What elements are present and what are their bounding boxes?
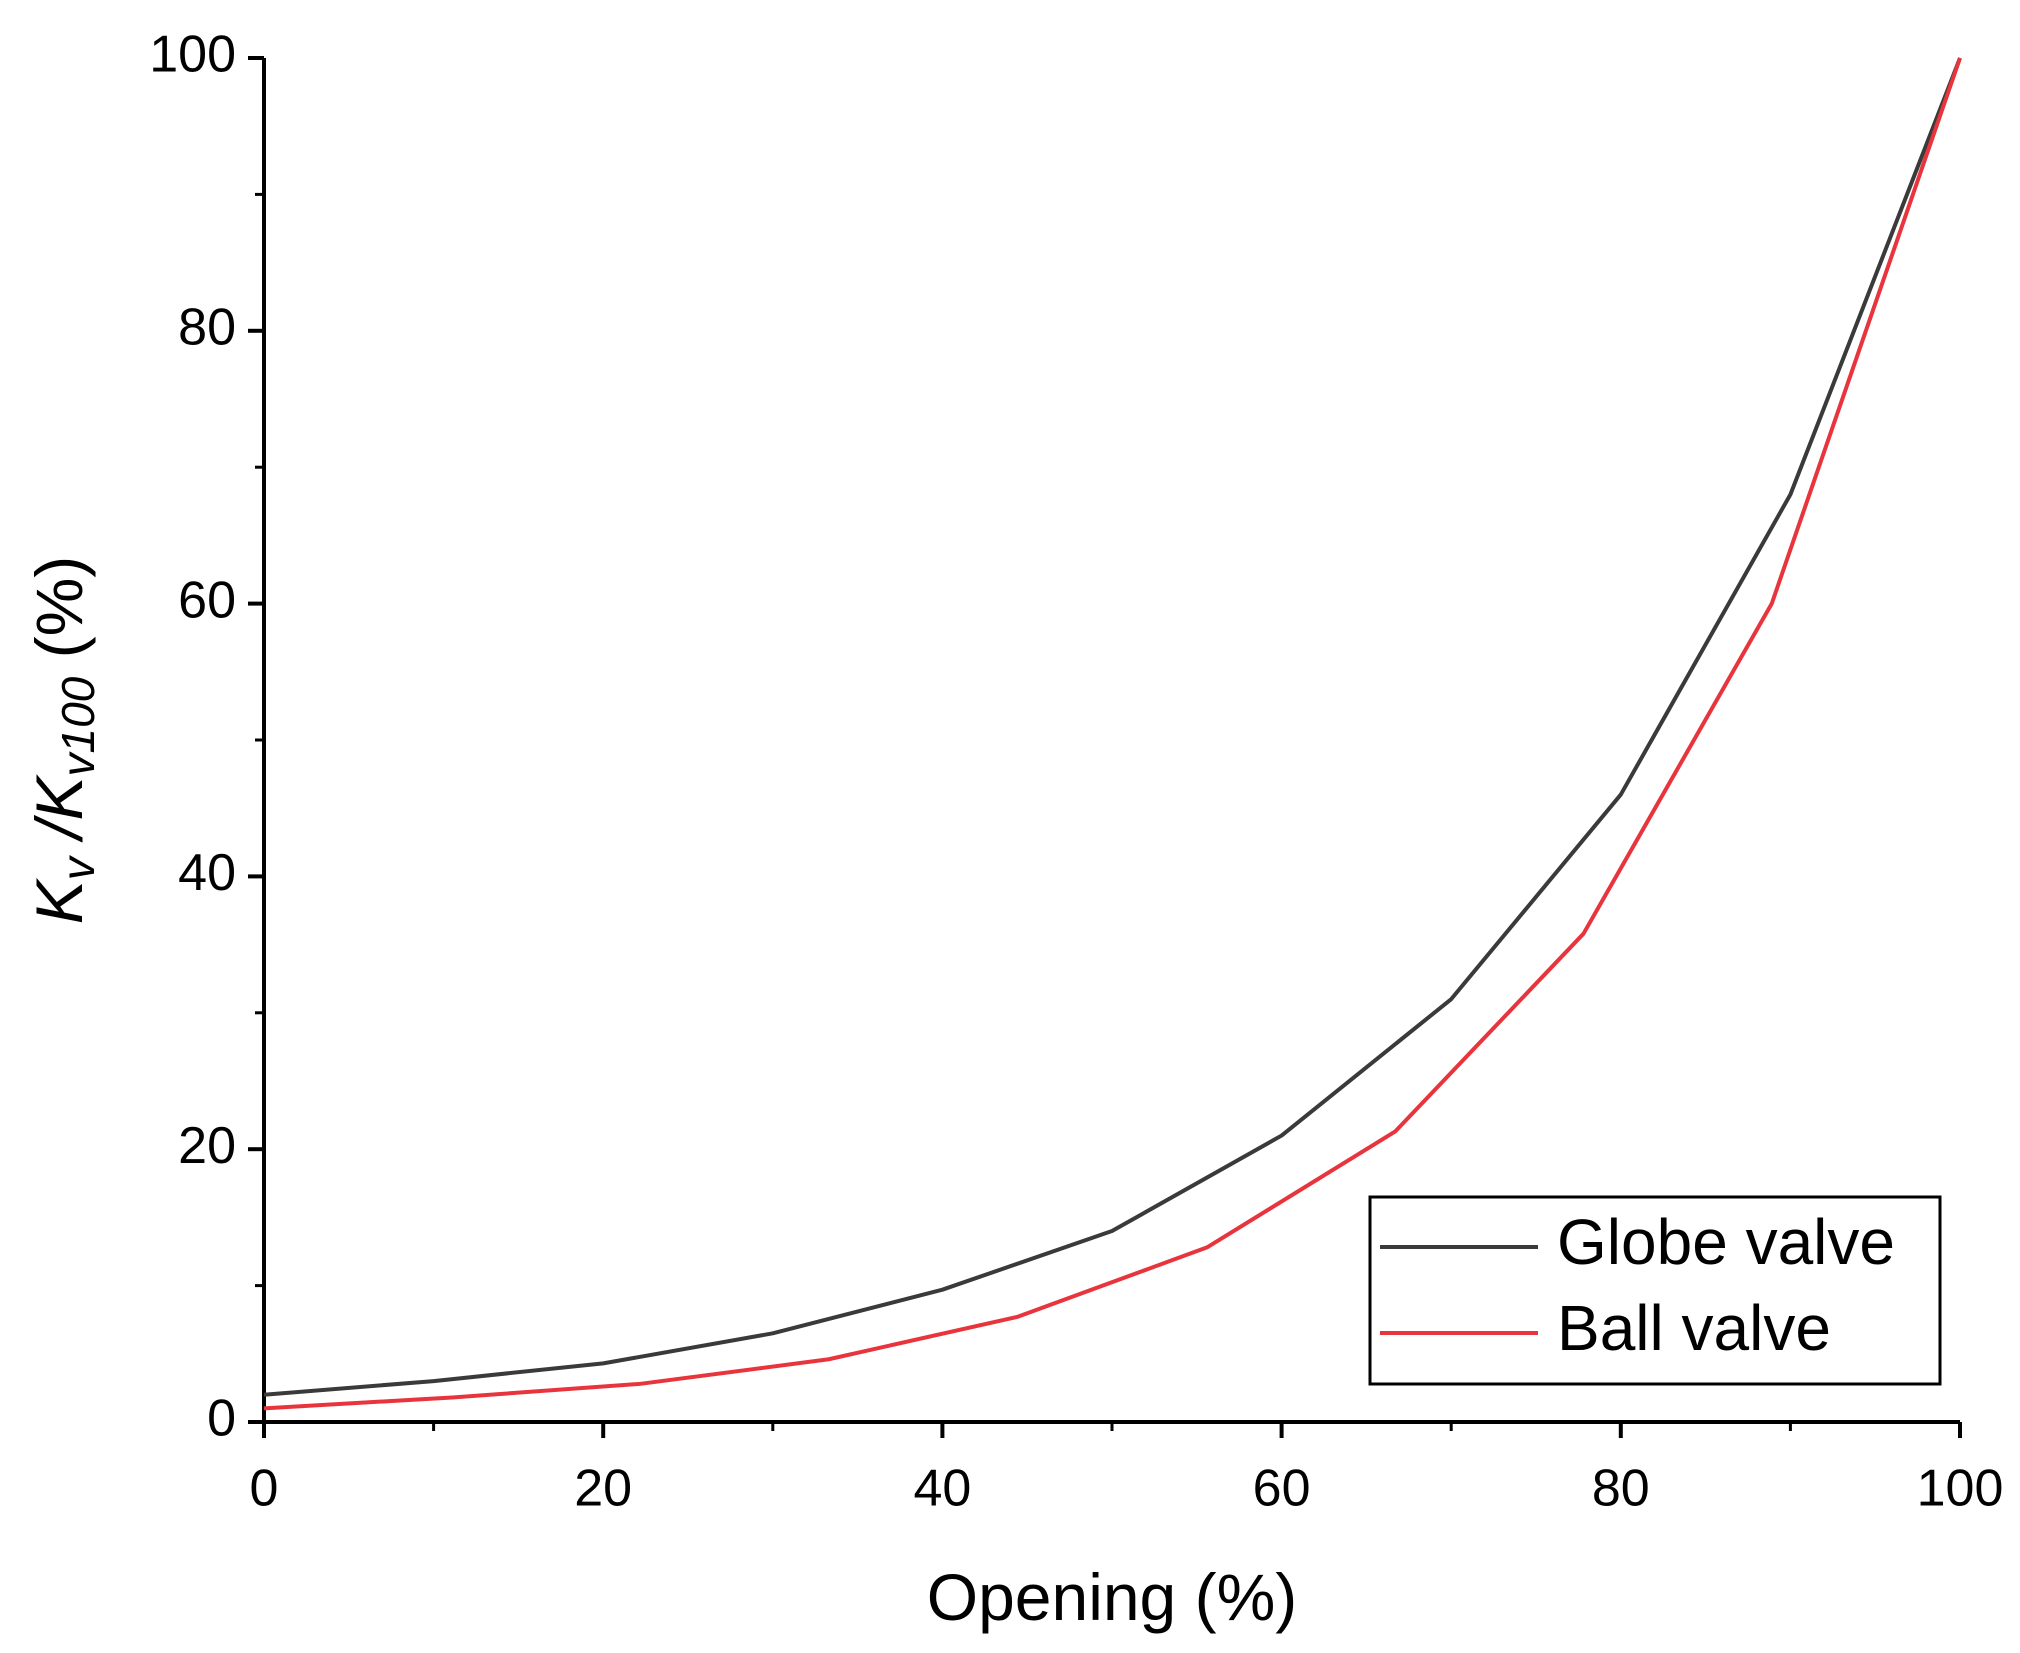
y-axis-title: Kv /Kv100 (%) xyxy=(22,556,104,924)
y-title-sub: v100 xyxy=(52,676,104,776)
x-tick-label: 100 xyxy=(1917,1460,2004,1518)
x-tick-label: 60 xyxy=(1253,1460,1311,1518)
y-title-part: /K xyxy=(22,774,96,858)
x-tick-label: 80 xyxy=(1592,1460,1650,1518)
y-tick-label: 40 xyxy=(178,844,236,902)
y-tick-label: 60 xyxy=(178,571,236,629)
x-tick-label: 40 xyxy=(913,1460,971,1518)
x-tick-label: 20 xyxy=(574,1460,632,1518)
y-tick-label: 20 xyxy=(178,1117,236,1175)
y-tick-label: 0 xyxy=(207,1390,236,1448)
y-tick-label: 100 xyxy=(149,26,236,84)
y-title-part: (%) xyxy=(22,556,96,677)
legend-label: Ball valve xyxy=(1557,1292,1831,1364)
y-title-part: K xyxy=(22,877,96,924)
series-line xyxy=(263,57,1962,1411)
y-title-sub: v xyxy=(52,854,104,880)
legend-label: Globe valve xyxy=(1557,1206,1895,1278)
legend-box xyxy=(1368,1195,1942,1386)
y-tick-label: 80 xyxy=(178,299,236,357)
x-tick-label: 0 xyxy=(250,1460,279,1518)
x-axis-title: Opening (%) xyxy=(927,1560,1298,1634)
series-line xyxy=(263,57,1962,1397)
